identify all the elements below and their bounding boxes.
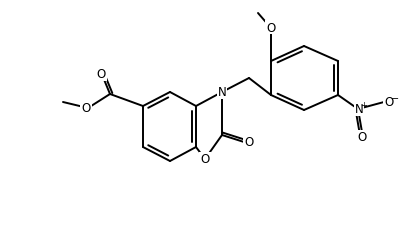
Text: −: −	[390, 94, 398, 103]
Text: O: O	[200, 153, 209, 166]
Text: O: O	[244, 136, 253, 149]
Text: O: O	[384, 96, 393, 109]
Text: O: O	[96, 68, 106, 81]
Text: N: N	[354, 103, 362, 116]
Text: O: O	[266, 21, 275, 34]
Text: O: O	[81, 102, 90, 115]
Text: O: O	[357, 131, 366, 144]
Text: +: +	[360, 101, 366, 110]
Text: N: N	[217, 86, 226, 99]
